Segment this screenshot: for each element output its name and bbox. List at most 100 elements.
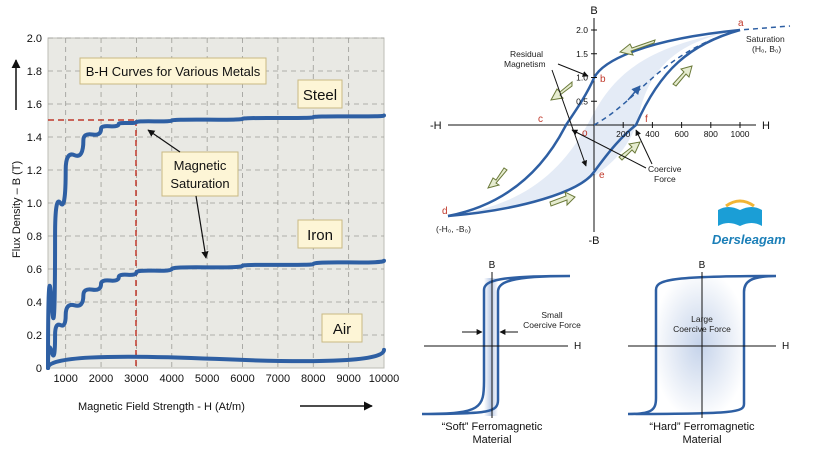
h-axis-ticks: 200 400 600 800 1000: [616, 122, 750, 139]
x-tick-label: 9000: [336, 373, 360, 385]
point-b: b: [600, 74, 606, 85]
direction-arrows: [487, 39, 693, 207]
hysteresis-loop-diagram: 2.01.51.00.5 200 400 600 800 1000 B -B -H H …: [430, 5, 791, 247]
point-a: a: [738, 18, 744, 29]
h-tick-label: 800: [704, 129, 718, 139]
b-axis-bottom-label: -B: [589, 235, 600, 247]
residual-arrow-down: [551, 69, 588, 167]
annotation-arrow-steel: [147, 129, 181, 153]
book-logo-icon: [718, 199, 762, 226]
hard-loop: [627, 274, 777, 416]
y-tick-label: 0.2: [27, 330, 42, 342]
x-tick-label: 2000: [89, 373, 113, 385]
hard-h-label: H: [782, 341, 789, 352]
coercive-arrow-right: [635, 129, 653, 165]
chart-title-box: [79, 57, 267, 85]
point-e: e: [599, 170, 605, 181]
b-tick-label: 2.0: [576, 25, 588, 35]
y-tick-label: 1.6: [27, 99, 42, 111]
soft-caption-line1: “Soft” Ferromagnetic: [442, 421, 543, 433]
residual-arrow-up: [557, 63, 589, 77]
coercive-arrow-left: [571, 129, 647, 169]
soft-loop: [421, 274, 571, 416]
soft-caption-line2: Material: [472, 434, 511, 446]
x-tick-label: 4000: [160, 373, 184, 385]
hard-note-line1: Large: [691, 314, 713, 324]
x-tick-labels: 1000 2000 3000 4000 5000 6000 7000 8000 9000 1000…: [53, 373, 399, 385]
residual-line1: Residual: [510, 49, 543, 59]
soft-b-label: B: [489, 260, 496, 271]
soft-note-line1: Small: [541, 310, 562, 320]
hard-caption-line2: Material: [682, 434, 721, 446]
b-tick-label: 1.0: [576, 73, 588, 83]
annotation-box: [161, 151, 239, 197]
y-tick-label: 0.6: [27, 264, 42, 276]
series-label-iron: Iron: [307, 227, 333, 244]
series-line-air: [46, 347, 386, 370]
saturation-coords: (H₀, B₀): [752, 44, 781, 54]
h-tick-label: 200: [616, 129, 630, 139]
series-group: [46, 113, 386, 370]
y-tick-label: 1.8: [27, 66, 42, 78]
loop-ascending-branch: [447, 28, 741, 218]
x-axis-label: Magnetic Field Strength - H (At/m): [78, 401, 245, 413]
coercive-line2: Force: [654, 174, 676, 184]
y-tick-label: 0: [36, 363, 42, 375]
hard-caption-line1: “Hard” Ferromagnetic: [649, 421, 755, 433]
h-axis-left-label: -H: [430, 120, 442, 132]
chart-title: B-H Curves for Various Metals: [86, 64, 261, 79]
point-o: o: [582, 128, 588, 139]
y-axis-label: Flux Density – B (T): [11, 161, 23, 258]
soft-loop-fill: [484, 278, 498, 416]
h-tick-label: 400: [645, 129, 659, 139]
series-label-steel: Steel: [303, 87, 337, 104]
initial-curve-arrow: [627, 85, 641, 101]
h-tick-label: 600: [675, 129, 689, 139]
series-label-box-iron: [297, 219, 343, 249]
y-tick-labels: 2.0 1.8 1.6 1.4 1.2 1.0 0.8 0.6 0.4 0.2 0: [27, 33, 42, 375]
annotation-arrow-iron: [195, 195, 209, 259]
neg-saturation-coords: (-H₀, -B₀): [436, 224, 471, 234]
saturation-label: Saturation: [746, 34, 785, 44]
point-d: d: [442, 206, 448, 217]
residual-line2: Magnetism: [504, 59, 546, 69]
soft-h-label: H: [574, 341, 581, 352]
bh-chart: 2.0 1.8 1.6 1.4 1.2 1.0 0.8 0.6 0.4 0.2 0 1000 2000…: [11, 33, 399, 413]
loop-descending-branch: [447, 28, 741, 218]
y-tick-label: 1.0: [27, 198, 42, 210]
b-tick-label: 1.5: [576, 49, 588, 59]
x-tick-label: 3000: [124, 373, 148, 385]
series-label-air: Air: [333, 321, 351, 338]
logo-text: Dersleagam: [712, 232, 786, 247]
arrow-bottom: [549, 191, 576, 207]
x-tick-label: 1000: [53, 373, 77, 385]
series-line-iron: [46, 258, 386, 370]
coercive-line1: Coercive: [648, 164, 682, 174]
y-tick-label: 2.0: [27, 33, 42, 45]
h-tick-label: 1000: [731, 129, 750, 139]
series-label-box-steel: [297, 79, 343, 109]
x-tick-label: 10000: [369, 373, 400, 385]
b-axis-ticks: 2.0 1.5 1.0 0.5: [576, 25, 597, 106]
x-tick-label: 8000: [301, 373, 325, 385]
hard-loop-fill: [656, 276, 744, 414]
arrow-right-upper: [672, 65, 693, 87]
initial-magnetization-curve: [593, 25, 791, 126]
point-c: c: [538, 114, 543, 125]
x-tick-label: 7000: [266, 373, 290, 385]
arrow-left-lower: [487, 167, 508, 189]
hard-b-label: B: [699, 260, 706, 271]
point-f: f: [645, 114, 648, 125]
x-tick-label: 6000: [230, 373, 254, 385]
y-tick-label: 1.2: [27, 165, 42, 177]
y-tick-label: 0.8: [27, 231, 42, 243]
soft-note-line2: Coercive Force: [523, 320, 581, 330]
b-axis-top-label: B: [590, 5, 597, 17]
hard-note-line2: Coercive Force: [673, 324, 731, 334]
series-line-steel: [46, 113, 386, 370]
annotation-line2: Saturation: [170, 176, 229, 191]
hard-material-panel: B H Large Coercive Force “Hard” Ferromag…: [627, 260, 789, 446]
y-tick-label: 0.4: [27, 297, 42, 309]
